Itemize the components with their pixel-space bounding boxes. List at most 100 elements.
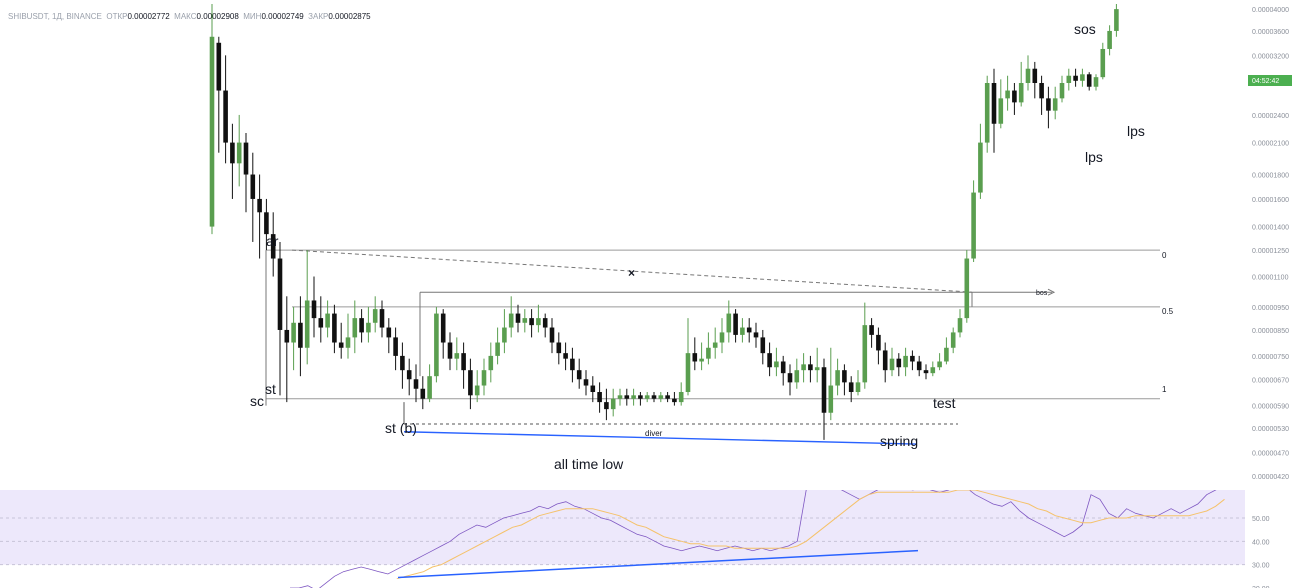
candle-body bbox=[862, 325, 868, 383]
candle-body bbox=[284, 329, 290, 343]
annotation-sos: sos bbox=[1074, 21, 1096, 37]
candle-body bbox=[855, 382, 861, 393]
price-tick-label: 0.00000420 bbox=[1252, 474, 1289, 481]
candle-body bbox=[440, 313, 446, 343]
candle-body bbox=[515, 313, 521, 323]
dashed-trend-line bbox=[291, 249, 973, 293]
candle-body bbox=[542, 318, 548, 328]
candle-body bbox=[651, 395, 657, 399]
candle-body bbox=[624, 395, 630, 399]
price-tick-label: 0.00000670 bbox=[1252, 377, 1289, 384]
price-tick-label: 0.00000590 bbox=[1252, 404, 1289, 411]
annotation-st-b: st (b) bbox=[385, 420, 417, 436]
price-tick-label: 0.00003600 bbox=[1252, 29, 1289, 36]
annotation-lps-1: lps bbox=[1085, 149, 1103, 165]
annotation-st: st bbox=[265, 381, 276, 397]
candle-body bbox=[590, 385, 596, 393]
candle-body bbox=[1093, 77, 1099, 87]
price-tick-label: 0.00000750 bbox=[1252, 354, 1289, 361]
candle-body bbox=[672, 398, 677, 403]
candle-body bbox=[338, 342, 344, 348]
candle-body bbox=[712, 342, 718, 348]
rsi-line bbox=[290, 490, 1217, 588]
candle-body bbox=[495, 342, 500, 356]
candle-body bbox=[250, 174, 256, 199]
candle-body bbox=[685, 353, 691, 393]
candle-body bbox=[821, 367, 827, 413]
close-value: 0.00002875 bbox=[328, 12, 371, 21]
candle-body bbox=[243, 142, 249, 175]
candle-body bbox=[1039, 83, 1044, 99]
candle-body bbox=[379, 309, 385, 328]
candle-body bbox=[359, 318, 364, 333]
candle-body bbox=[753, 332, 759, 338]
rsi-tick-label: 50.00 bbox=[1252, 516, 1270, 523]
candle-body bbox=[869, 325, 874, 335]
annotation-bos: bos bbox=[1036, 290, 1048, 297]
rsi-band bbox=[0, 490, 1245, 565]
candle-body bbox=[1107, 30, 1112, 49]
candle-body bbox=[692, 353, 698, 362]
candle-body bbox=[835, 370, 840, 386]
candle-body bbox=[393, 337, 398, 356]
candle-body bbox=[236, 142, 242, 164]
price-tick-label: 0.00000950 bbox=[1252, 305, 1289, 312]
candle-body bbox=[481, 370, 487, 386]
candle-body bbox=[760, 337, 766, 354]
candle-body bbox=[522, 318, 528, 323]
candle-body bbox=[644, 395, 650, 399]
candle-body bbox=[998, 98, 1004, 124]
rsi-tick-label: 30.00 bbox=[1252, 563, 1270, 570]
price-tick-label: 0.00000470 bbox=[1252, 451, 1289, 458]
candle-body bbox=[1114, 9, 1119, 31]
candle-body bbox=[882, 350, 888, 371]
candle-body bbox=[291, 322, 296, 343]
candle-body bbox=[332, 313, 337, 343]
countdown-badge bbox=[1248, 75, 1292, 86]
annotation-all-time-low: all time low bbox=[554, 456, 624, 472]
divergence-line-rsi bbox=[397, 549, 919, 579]
candle-body bbox=[774, 361, 779, 368]
candle-body bbox=[944, 347, 949, 362]
candle-body bbox=[549, 327, 555, 343]
candle-body bbox=[808, 364, 813, 371]
price-tick-label: 0.00002400 bbox=[1252, 113, 1289, 120]
candle-body bbox=[787, 373, 793, 383]
candle-body bbox=[230, 142, 235, 164]
annotation-sc: sc bbox=[250, 393, 264, 409]
candle-body bbox=[848, 382, 854, 393]
candle-body bbox=[318, 318, 324, 328]
candle-body bbox=[984, 83, 990, 143]
candle-body bbox=[1018, 83, 1024, 103]
candle-body bbox=[447, 342, 453, 359]
open-label: ОТКР bbox=[106, 12, 128, 21]
candle-body bbox=[719, 332, 725, 343]
candle-body bbox=[583, 379, 589, 386]
candle-body bbox=[638, 395, 643, 399]
candle-body bbox=[508, 313, 514, 328]
price-tick-label: 0.00000850 bbox=[1252, 328, 1289, 335]
candle-body bbox=[461, 353, 466, 371]
candle-body bbox=[1080, 74, 1085, 81]
candle-body bbox=[950, 332, 956, 348]
candle-body bbox=[257, 198, 262, 213]
candle-body bbox=[311, 300, 317, 319]
candle-body bbox=[740, 327, 745, 335]
divergence-line-price bbox=[403, 431, 917, 445]
price-tick-label: 0.00001600 bbox=[1252, 197, 1289, 204]
candle-body bbox=[706, 347, 711, 359]
candle-body bbox=[1073, 75, 1078, 81]
candle-body bbox=[576, 370, 582, 380]
candle-body bbox=[536, 318, 541, 326]
candle-body bbox=[610, 398, 616, 410]
candle-body bbox=[780, 361, 786, 374]
annotation-spring: spring bbox=[880, 433, 918, 449]
annotation-test: test bbox=[933, 395, 956, 411]
candle-body bbox=[828, 385, 834, 413]
candle-body bbox=[1052, 98, 1058, 111]
candle-body bbox=[896, 358, 902, 368]
candle-body bbox=[270, 234, 276, 259]
price-tick-label: 0.00002100 bbox=[1252, 141, 1289, 148]
price-tick-label: 0.00001100 bbox=[1252, 275, 1289, 282]
